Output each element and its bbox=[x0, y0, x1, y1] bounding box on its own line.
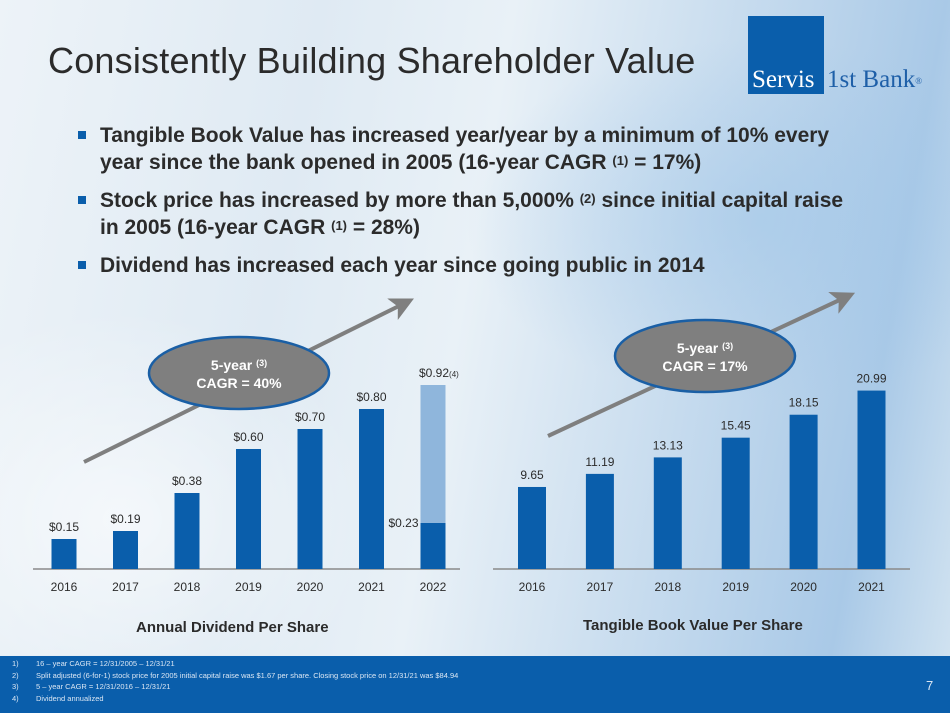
x-tick-label: 2018 bbox=[654, 580, 681, 594]
bullet-list: Tangible Book Value has increased year/y… bbox=[78, 122, 858, 290]
footnote-text: Split adjusted (6-for-1) stock price for… bbox=[36, 670, 459, 680]
bar bbox=[359, 409, 384, 569]
footnote-number: 1) bbox=[12, 659, 19, 668]
x-tick-label: 2022 bbox=[420, 580, 447, 594]
tbv-cagr-label: 5-year (3) CAGR = 17% bbox=[615, 339, 795, 375]
bar-value-label: 15.45 bbox=[721, 419, 751, 433]
bullet-text: = 17%) bbox=[628, 151, 702, 174]
bar bbox=[653, 457, 682, 569]
dividend-chart-title: Annual Dividend Per Share bbox=[136, 619, 329, 636]
x-tick-label: 2016 bbox=[519, 580, 546, 594]
x-tick-label: 2020 bbox=[297, 580, 324, 594]
footnote-ref: (3) bbox=[722, 341, 734, 351]
bar-value-label: 11.19 bbox=[585, 455, 614, 469]
page-number: 7 bbox=[926, 678, 934, 693]
footnote-ref: (1) bbox=[331, 218, 348, 233]
footnote-number: 4) bbox=[12, 693, 19, 703]
bar bbox=[420, 523, 446, 569]
bar-value-label: $0.70 bbox=[295, 410, 325, 424]
bar-value-label: $0.80 bbox=[356, 390, 386, 404]
x-tick-label: 2016 bbox=[51, 580, 78, 594]
footnote-text: 5 – year CAGR = 12/31/2016 – 12/31/21 bbox=[36, 682, 171, 691]
footnote-ref: (3) bbox=[256, 358, 268, 368]
footnote-ref: (4) bbox=[449, 370, 459, 379]
bar-value-label: $0.23 bbox=[388, 516, 418, 530]
x-tick-label: 2017 bbox=[587, 580, 614, 594]
bar-value-label: 20.99 bbox=[856, 372, 886, 386]
bar bbox=[857, 390, 886, 569]
footnote-ref: (1) bbox=[612, 153, 629, 168]
x-tick-label: 2018 bbox=[174, 580, 201, 594]
cagr-label-line1: 5-year bbox=[676, 340, 719, 356]
logo-text-bank: 1st Bank® bbox=[827, 67, 922, 92]
footnotes: 1) 16 – year CAGR = 12/31/2005 – 12/31/21… bbox=[12, 658, 458, 704]
bar-value-label: $0.60 bbox=[233, 430, 263, 444]
bullet-square-icon bbox=[78, 261, 86, 269]
x-tick-label: 2021 bbox=[358, 580, 385, 594]
footnote: 4) Dividend annualized bbox=[12, 693, 458, 705]
bar-value-label: $0.15 bbox=[49, 520, 79, 534]
bar bbox=[789, 414, 818, 569]
bar-value-label: 13.13 bbox=[653, 438, 683, 452]
x-tick-label: 2020 bbox=[790, 580, 817, 594]
bullet-text: = 28%) bbox=[347, 216, 420, 239]
servisfirst-logo: Servis 1st Bank® bbox=[748, 16, 945, 96]
footnote-text: Dividend annualized bbox=[36, 693, 104, 703]
bullet-square-icon bbox=[78, 196, 86, 204]
bar bbox=[297, 429, 323, 569]
dividend-cagr-label: 5-year (3) CAGR = 40% bbox=[149, 356, 329, 392]
tbv-chart: 9.65 2016 11.19 2017 13.13 2018 15.45 2019 18.15… bbox=[493, 372, 910, 594]
bullet-item: Dividend has increased each year since g… bbox=[78, 252, 858, 279]
footer-bar: 1) 16 – year CAGR = 12/31/2005 – 12/31/21… bbox=[0, 656, 950, 713]
bullet-square-icon bbox=[78, 131, 86, 139]
dividend-cagr-ellipse bbox=[147, 335, 331, 411]
bullet-item: Tangible Book Value has increased year/y… bbox=[78, 122, 858, 176]
x-tick-label: 2019 bbox=[722, 580, 749, 594]
footnote-number: 2) bbox=[12, 670, 19, 680]
logo-text-1st-bank: 1st Bank bbox=[827, 66, 916, 93]
bar-value-label: $0.19 bbox=[110, 512, 140, 526]
bar bbox=[585, 473, 614, 569]
cagr-label-line2: CAGR = 17% bbox=[662, 358, 748, 374]
footnote-text: 16 – year CAGR = 12/31/2005 – 12/31/21 bbox=[36, 659, 175, 668]
bar-value-label: $0.38 bbox=[172, 474, 202, 488]
registered-mark: ® bbox=[915, 76, 923, 86]
cagr-label-line2: CAGR = 40% bbox=[196, 375, 282, 391]
dividend-chart: $0.15 2016 $0.19 2017 $0.38 2018 $0.60 2019 $0.7… bbox=[33, 366, 460, 594]
page-title: Consistently Building Shareholder Value bbox=[48, 40, 696, 81]
bar-value-label: 9.65 bbox=[520, 468, 544, 482]
logo-text-servis: Servis bbox=[752, 66, 815, 93]
bar bbox=[721, 437, 750, 569]
bullet-text: Stock price has increased by more than 5… bbox=[100, 189, 574, 212]
bullet-text: since initial capital raise in 2005 (16-… bbox=[100, 189, 844, 239]
bar bbox=[113, 531, 138, 569]
bar bbox=[174, 493, 200, 569]
tbv-chart-title: Tangible Book Value Per Share bbox=[583, 617, 803, 634]
bullet-text: Tangible Book Value has increased year/y… bbox=[100, 124, 830, 174]
logo-box bbox=[748, 16, 824, 94]
footnote: 3) 5 – year CAGR = 12/31/2016 – 12/31/21 bbox=[12, 681, 458, 693]
x-tick-label: 2019 bbox=[235, 580, 262, 594]
tbv-cagr-ellipse bbox=[613, 318, 797, 394]
bar-value-label: 18.15 bbox=[789, 396, 819, 410]
footnote: 2) Split adjusted (6-for-1) stock price f… bbox=[12, 670, 458, 682]
cagr-label-line1: 5-year bbox=[210, 357, 253, 373]
bullet-text: Dividend has increased each year since g… bbox=[100, 254, 705, 277]
charts-canvas: $0.15 2016 $0.19 2017 $0.38 2018 $0.60 2019 $0.7… bbox=[33, 292, 910, 594]
annualized-total-label: $0.92(4) bbox=[419, 366, 459, 380]
bullet-item: Stock price has increased by more than 5… bbox=[78, 187, 858, 241]
bar bbox=[51, 539, 77, 569]
footnote-number: 3) bbox=[12, 682, 19, 691]
x-tick-label: 2017 bbox=[112, 580, 139, 594]
footnote: 1) 16 – year CAGR = 12/31/2005 – 12/31/21 bbox=[12, 658, 458, 670]
bar bbox=[518, 486, 546, 569]
footnote-ref: (2) bbox=[579, 191, 596, 206]
bar bbox=[236, 449, 261, 569]
x-tick-label: 2021 bbox=[858, 580, 885, 594]
